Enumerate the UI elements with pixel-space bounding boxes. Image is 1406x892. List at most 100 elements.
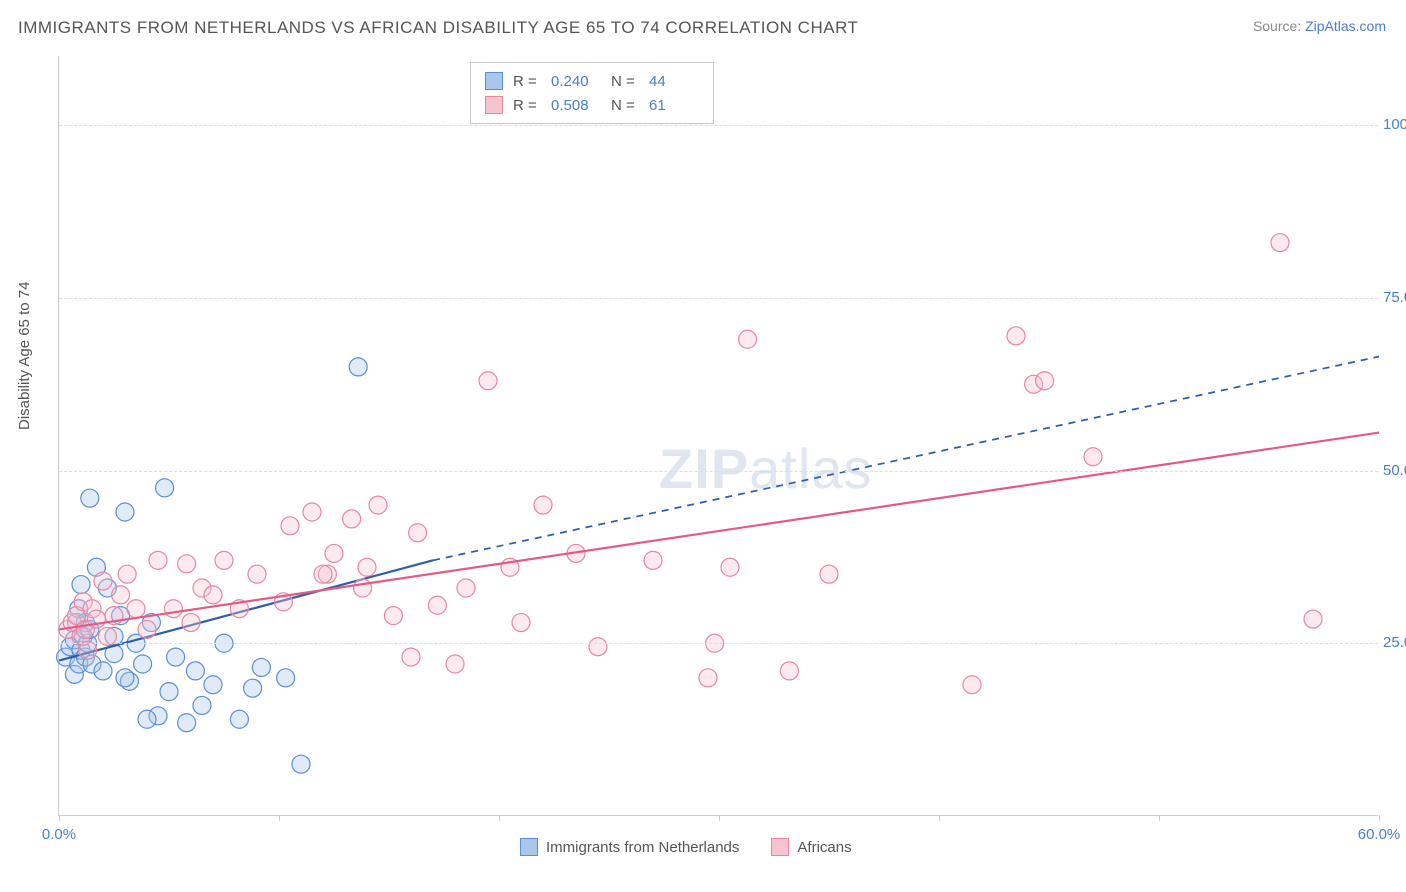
legend-bottom-label-0: Immigrants from Netherlands	[546, 839, 739, 856]
data-point	[963, 676, 981, 694]
legend-stats: R = 0.240 N = 44 R = 0.508 N = 61	[470, 62, 714, 124]
data-point	[428, 596, 446, 614]
data-point	[343, 510, 361, 528]
data-point	[721, 558, 739, 576]
data-point	[384, 607, 402, 625]
chart-plot-area: ZIPatlas 25.0%50.0%75.0%100.0%0.0%60.0%	[58, 56, 1378, 816]
data-point	[1007, 327, 1025, 345]
data-point	[167, 648, 185, 666]
data-point	[1084, 448, 1102, 466]
data-point	[281, 517, 299, 535]
n-label-0: N =	[611, 73, 639, 90]
chart-title: IMMIGRANTS FROM NETHERLANDS VS AFRICAN D…	[18, 18, 858, 38]
data-point	[369, 496, 387, 514]
xtick	[1159, 815, 1160, 821]
grid-line	[59, 643, 1378, 644]
data-point	[358, 558, 376, 576]
data-point	[127, 600, 145, 618]
data-point	[1271, 234, 1289, 252]
data-point	[248, 565, 266, 583]
legend-bottom-swatch-1	[771, 838, 789, 856]
ytick-label: 100.0%	[1383, 116, 1406, 133]
data-point	[204, 676, 222, 694]
xtick	[719, 815, 720, 821]
trend-line-extension	[433, 357, 1379, 561]
ytick-label: 75.0%	[1383, 289, 1406, 306]
data-point	[1036, 372, 1054, 390]
grid-line	[59, 298, 1378, 299]
trend-line	[59, 433, 1379, 630]
data-point	[780, 662, 798, 680]
data-point	[589, 638, 607, 656]
legend-item-1: Africans	[771, 838, 851, 856]
r-value-1: 0.508	[551, 97, 601, 114]
xtick	[939, 815, 940, 821]
data-point	[178, 714, 196, 732]
data-point	[1304, 610, 1322, 628]
data-point	[244, 679, 262, 697]
legend-swatch-1	[485, 96, 503, 114]
data-point	[325, 544, 343, 562]
data-point	[72, 576, 90, 594]
legend-row-1: R = 0.508 N = 61	[485, 93, 699, 117]
data-point	[349, 358, 367, 376]
data-point	[160, 683, 178, 701]
data-point	[193, 696, 211, 714]
legend-series: Immigrants from Netherlands Africans	[520, 838, 852, 856]
data-point	[118, 565, 136, 583]
data-point	[292, 755, 310, 773]
scatter-svg	[59, 56, 1378, 815]
legend-bottom-swatch-0	[520, 838, 538, 856]
r-label-0: R =	[513, 73, 541, 90]
data-point	[94, 662, 112, 680]
data-point	[534, 496, 552, 514]
data-point	[446, 655, 464, 673]
data-point	[149, 551, 167, 569]
data-point	[512, 614, 530, 632]
xtick	[499, 815, 500, 821]
data-point	[277, 669, 295, 687]
data-point	[112, 586, 130, 604]
y-axis-label: Disability Age 65 to 74	[16, 282, 33, 430]
data-point	[186, 662, 204, 680]
data-point	[820, 565, 838, 583]
xtick	[279, 815, 280, 821]
data-point	[116, 503, 134, 521]
data-point	[215, 551, 233, 569]
r-value-0: 0.240	[551, 73, 601, 90]
source-link[interactable]: ZipAtlas.com	[1305, 18, 1386, 34]
data-point	[402, 648, 420, 666]
data-point	[164, 600, 182, 618]
grid-line	[59, 125, 1378, 126]
xtick	[59, 815, 60, 821]
data-point	[134, 655, 152, 673]
data-point	[116, 669, 134, 687]
data-point	[138, 620, 156, 638]
legend-item-0: Immigrants from Netherlands	[520, 838, 739, 856]
n-label-1: N =	[611, 97, 639, 114]
data-point	[354, 579, 372, 597]
data-point	[138, 710, 156, 728]
legend-bottom-label-1: Africans	[797, 839, 851, 856]
grid-line	[59, 471, 1378, 472]
data-point	[81, 489, 99, 507]
legend-swatch-0	[485, 72, 503, 90]
xtick	[1379, 815, 1380, 821]
xtick-label: 0.0%	[42, 826, 76, 843]
n-value-1: 61	[649, 97, 699, 114]
data-point	[479, 372, 497, 390]
xtick-label: 60.0%	[1358, 826, 1401, 843]
data-point	[94, 572, 112, 590]
data-point	[182, 614, 200, 632]
source-label: Source:	[1253, 18, 1305, 34]
r-label-1: R =	[513, 97, 541, 114]
legend-row-0: R = 0.240 N = 44	[485, 69, 699, 93]
data-point	[739, 330, 757, 348]
n-value-0: 44	[649, 73, 699, 90]
data-point	[204, 586, 222, 604]
data-point	[230, 710, 248, 728]
data-point	[699, 669, 717, 687]
data-point	[409, 524, 427, 542]
data-point	[156, 479, 174, 497]
source-credit: Source: ZipAtlas.com	[1253, 18, 1386, 34]
